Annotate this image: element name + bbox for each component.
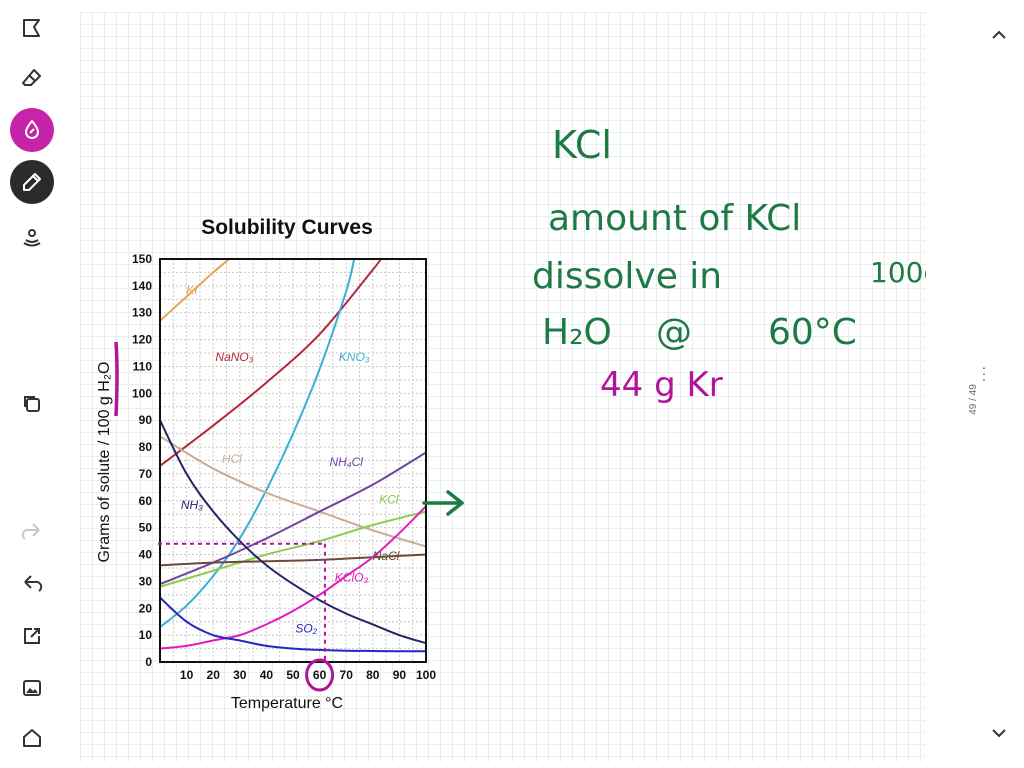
- series-line: [160, 510, 426, 588]
- x-tick-label: 10: [180, 668, 194, 682]
- x-tick-label: 40: [260, 668, 274, 682]
- eraser-tool[interactable]: [10, 56, 54, 100]
- image-icon: [23, 680, 41, 696]
- select-icon: [23, 19, 40, 37]
- series-label: NH₃: [181, 498, 203, 512]
- page-number: 49 / 49: [967, 384, 979, 415]
- toolbar: [0, 0, 64, 768]
- y-tick-label: 90: [139, 413, 153, 427]
- eraser-icon: [22, 69, 41, 86]
- pen-icon: [23, 173, 41, 191]
- series-lines: [160, 259, 426, 653]
- arrow-mark: [422, 490, 464, 516]
- note-line-5: 44 g Kr: [600, 365, 723, 405]
- series-label: SO₂: [295, 621, 317, 635]
- x-tick-label: 60: [313, 668, 327, 682]
- y-tick-label: 140: [132, 279, 152, 293]
- audio-icon: [23, 229, 41, 247]
- note-line-4a: H₂O: [542, 312, 612, 353]
- right-rail: [974, 0, 1024, 768]
- series-line: [160, 435, 426, 548]
- x-tick-label: 70: [340, 668, 354, 682]
- chart-title: Solubility Curves: [201, 216, 373, 239]
- y-tick-label: 0: [145, 655, 152, 669]
- plot-frame: [159, 258, 427, 663]
- x-tick-label: 100: [416, 668, 436, 682]
- highlighter-icon: [24, 119, 40, 139]
- note-line-4c: 60°C: [768, 312, 857, 353]
- y-tick-label: 10: [139, 628, 153, 642]
- y-tick-label: 60: [139, 494, 153, 508]
- series-label: KI: [186, 283, 198, 297]
- annotation-bracket: [114, 341, 119, 417]
- y-tick-label: 80: [139, 440, 153, 454]
- series-line: [160, 419, 426, 645]
- redo-icon: [21, 523, 40, 540]
- x-tick-label: 80: [366, 668, 380, 682]
- y-tick-label: 150: [132, 252, 152, 266]
- more-icon[interactable]: · · ·: [981, 359, 987, 387]
- home-icon: [23, 729, 41, 747]
- y-tick-label: 50: [139, 521, 153, 535]
- y-tick-label: 120: [132, 333, 152, 347]
- audio-tool[interactable]: [10, 214, 54, 258]
- series-line: [160, 259, 230, 322]
- annotation-lines: [158, 542, 326, 662]
- undo-icon: [24, 575, 43, 592]
- y-tick-label: 130: [132, 306, 152, 320]
- note-line-4b: @: [656, 312, 692, 353]
- x-tick-label: 20: [207, 668, 221, 682]
- series-line: [160, 259, 356, 628]
- y-axis-label: Grams of solute / 100 g H₂O: [96, 362, 113, 563]
- series-label: NaNO₃: [215, 350, 253, 364]
- series-line: [160, 451, 426, 586]
- pen-tool[interactable]: [10, 160, 54, 204]
- page-indicator[interactable]: · · · 49 / 49: [968, 359, 996, 415]
- note-line-1: KCl: [552, 123, 612, 167]
- share-icon: [24, 628, 40, 644]
- redo-button[interactable]: [10, 510, 54, 554]
- series-label: KNO₃: [339, 350, 370, 364]
- copy-icon: [24, 396, 40, 412]
- series-label: KClO₃: [335, 570, 369, 584]
- y-tick-label: 70: [139, 467, 153, 481]
- x-tick-label: 30: [233, 668, 247, 682]
- share-button[interactable]: [10, 614, 54, 658]
- series-label: HCl: [222, 452, 242, 466]
- solubility-chart: 0 10 20 30 40 50 60 70 80 90 100 110 120 130 140 150 10 2…: [96, 216, 436, 712]
- note-canvas[interactable]: 0 10 20 30 40 50 60 70 80 90 100 110 120 130 140 150 10 2…: [80, 12, 926, 762]
- note-line-2: amount of KCl: [548, 198, 801, 239]
- y-tick-label: 100: [132, 386, 152, 400]
- y-tick-label: 30: [139, 574, 153, 588]
- series-line: [160, 505, 426, 650]
- series-line: [160, 259, 382, 467]
- series-label: KCl: [379, 492, 399, 506]
- undo-button[interactable]: [10, 562, 54, 606]
- chevron-up-icon[interactable]: [988, 24, 1010, 46]
- note-line-3a: dissolve in: [532, 256, 722, 297]
- home-button[interactable]: [10, 716, 54, 760]
- y-tick-label: 110: [133, 359, 153, 373]
- y-tick-label: 20: [139, 601, 153, 615]
- copy-tool[interactable]: [10, 382, 54, 426]
- image-button[interactable]: [10, 666, 54, 710]
- x-axis-label: Temperature °C: [231, 695, 343, 712]
- series-line: [160, 596, 426, 653]
- series-label: NH₄Cl: [329, 455, 363, 469]
- x-tick-label: 90: [393, 668, 407, 682]
- highlighter-tool[interactable]: [10, 108, 54, 152]
- x-tick-label: 50: [286, 668, 300, 682]
- series-line: [160, 553, 426, 567]
- y-tick-label: 40: [139, 548, 153, 562]
- series-label: NaCl: [373, 549, 400, 563]
- select-tool[interactable]: [10, 6, 54, 50]
- annotation-circle: [305, 658, 335, 692]
- chevron-down-icon[interactable]: [988, 722, 1010, 744]
